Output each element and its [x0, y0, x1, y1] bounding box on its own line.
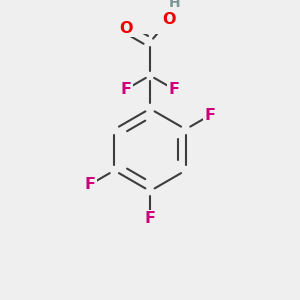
Text: H: H — [169, 0, 181, 10]
Text: F: F — [169, 82, 180, 97]
Text: O: O — [162, 12, 175, 27]
Text: F: F — [145, 212, 155, 226]
Text: O: O — [119, 21, 133, 36]
Text: F: F — [204, 108, 215, 123]
Text: F: F — [120, 82, 131, 97]
Text: F: F — [85, 177, 96, 192]
